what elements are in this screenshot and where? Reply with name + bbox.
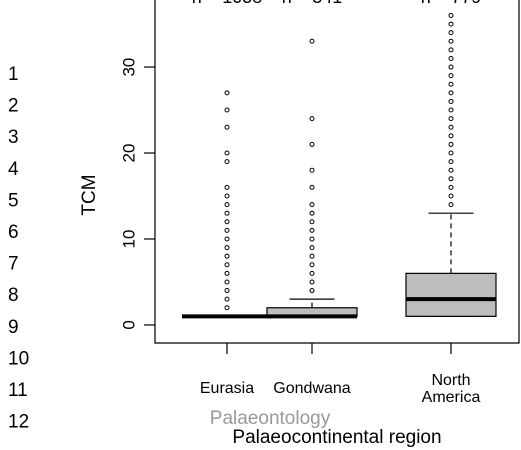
- line-number: 12: [8, 412, 29, 433]
- y-tick-label: 0: [119, 320, 138, 329]
- outlier: [448, 47, 454, 53]
- outlier: [309, 253, 315, 259]
- outlier: [224, 202, 230, 208]
- line-number: 11: [8, 380, 28, 401]
- outlier: [224, 270, 230, 276]
- watermark: Palaeontology: [210, 408, 331, 429]
- outlier: [309, 167, 315, 173]
- y-axis-label: TCM: [79, 174, 100, 215]
- n-label: n = 1058: [192, 0, 263, 7]
- n-label: n = 779: [421, 0, 482, 7]
- outlier: [448, 133, 454, 139]
- outlier: [224, 150, 230, 156]
- outlier: [224, 159, 230, 165]
- y-tick-label: 10: [119, 230, 138, 249]
- outlier: [448, 12, 454, 18]
- outlier: [448, 64, 454, 70]
- outlier: [224, 184, 230, 190]
- outlier: [309, 262, 315, 268]
- outlier: [309, 38, 315, 44]
- line-number: 1: [8, 64, 19, 85]
- outlier: [448, 193, 454, 199]
- line-number: 9: [8, 317, 19, 338]
- x-tick-label: Gondwana: [273, 380, 351, 397]
- x-tick-label: Eurasia: [199, 380, 255, 397]
- y-tick-label: 30: [119, 58, 138, 77]
- outlier: [224, 279, 230, 285]
- outlier: [448, 116, 454, 122]
- outlier: [224, 288, 230, 294]
- line-number: 3: [8, 127, 19, 148]
- x-tick-label: North America: [421, 372, 481, 406]
- outlier: [309, 219, 315, 225]
- outlier: [448, 176, 454, 182]
- outlier: [448, 81, 454, 87]
- outlier: [448, 55, 454, 61]
- line-number: 5: [8, 190, 19, 211]
- outlier: [448, 73, 454, 79]
- outlier: [448, 124, 454, 130]
- outlier: [309, 270, 315, 276]
- outlier: [224, 262, 230, 268]
- outlier: [309, 184, 315, 190]
- outlier: [309, 227, 315, 233]
- outlier: [448, 184, 454, 190]
- outlier: [224, 107, 230, 113]
- outlier: [309, 288, 315, 294]
- outlier: [448, 98, 454, 104]
- outlier: [448, 90, 454, 96]
- outlier: [224, 253, 230, 259]
- outlier: [224, 305, 230, 311]
- line-number: 8: [8, 285, 19, 306]
- outlier: [309, 202, 315, 208]
- outlier: [448, 167, 454, 173]
- outlier: [309, 116, 315, 122]
- line-number: 7: [8, 254, 19, 275]
- outlier: [309, 279, 315, 285]
- outlier: [448, 150, 454, 156]
- outlier: [224, 124, 230, 130]
- outlier: [224, 227, 230, 233]
- outlier: [224, 296, 230, 302]
- outlier: [448, 141, 454, 147]
- outlier: [448, 21, 454, 27]
- outlier: [224, 210, 230, 216]
- outlier: [224, 236, 230, 242]
- outlier: [309, 141, 315, 147]
- outlier: [224, 90, 230, 96]
- n-label: n = 341: [282, 0, 343, 7]
- outlier: [309, 210, 315, 216]
- outlier: [309, 236, 315, 242]
- outlier: [309, 245, 315, 251]
- x-axis-label: Palaeocontinental region: [232, 427, 441, 448]
- outlier: [224, 219, 230, 225]
- outlier: [448, 38, 454, 44]
- line-number: 2: [8, 96, 19, 117]
- outlier: [448, 159, 454, 165]
- line-number: 6: [8, 222, 19, 243]
- outlier: [448, 30, 454, 36]
- plot-frame: [154, 0, 520, 344]
- outlier: [224, 193, 230, 199]
- outlier: [448, 107, 454, 113]
- box: [405, 272, 497, 317]
- line-number: 10: [8, 348, 29, 369]
- outlier: [448, 202, 454, 208]
- y-tick-label: 20: [119, 144, 138, 163]
- outlier: [224, 245, 230, 251]
- line-number: 4: [8, 159, 19, 180]
